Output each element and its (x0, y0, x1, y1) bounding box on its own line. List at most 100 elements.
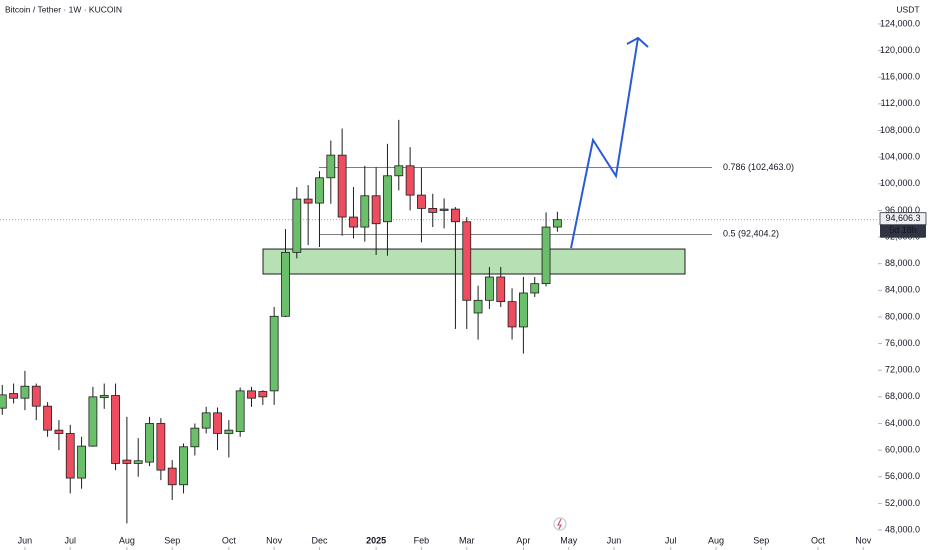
marks (0, 119, 562, 524)
x-tick-label: Oct (811, 535, 826, 545)
candle-body (43, 405, 52, 431)
candle-body (507, 301, 517, 328)
candle-body (519, 292, 528, 328)
candle-body (9, 393, 18, 399)
candle-body (65, 433, 75, 479)
candle-body (451, 208, 460, 223)
candle-body (247, 390, 256, 399)
candle-body (405, 165, 415, 196)
candle-body (235, 390, 245, 432)
x-tick-label: Sep (164, 535, 180, 545)
y-tick-label: 88,000.0 (885, 258, 920, 268)
candle-body (213, 412, 222, 434)
y-tick-label: 116,000.0 (881, 72, 920, 82)
x-tick-label: Feb (414, 535, 430, 545)
candle-body (473, 299, 483, 314)
y-tick-label: 120,000.0 (880, 45, 920, 55)
fib-label: 0.786 (102,463.0) (723, 162, 794, 172)
y-tick-label: 48,000.0 (885, 524, 920, 534)
candle-body (530, 283, 540, 294)
candle-body (111, 395, 120, 464)
last-price-top (879, 212, 927, 226)
y-axis-label: USDT (896, 4, 919, 14)
candle-body (428, 208, 438, 213)
candle-body (496, 276, 506, 303)
candle-body (383, 175, 392, 223)
support-zone (262, 248, 686, 275)
candle-body (77, 445, 86, 479)
candle-body (99, 395, 109, 398)
candle-body (541, 226, 551, 285)
candle-body (133, 460, 143, 464)
candle-body (349, 216, 358, 228)
candle-body (462, 221, 472, 301)
candle-body (326, 154, 336, 179)
candle-body (122, 459, 132, 464)
candle-body (360, 195, 370, 228)
candle-body (281, 251, 290, 317)
y-tick-label: 56,000.0 (885, 471, 920, 481)
y-tick-label: 104,000.0 (880, 152, 920, 162)
candle-body (292, 198, 302, 253)
chart-title: Bitcoin / Tether · 1W · KUCOIN (5, 4, 122, 14)
y-tick-label: 52,000.0 (885, 498, 920, 508)
y-tick-label: 80,000.0 (885, 311, 920, 321)
x-tick-label: Jun (18, 535, 33, 545)
candle-body (167, 467, 177, 486)
y-tick-label: 68,000.0 (885, 391, 920, 401)
x-tick-label: Apr (516, 535, 530, 545)
candle-body (258, 391, 268, 398)
candle-body (54, 429, 64, 434)
candle-body (552, 219, 562, 228)
candle-body (88, 396, 98, 447)
x-tick-label: Dec (311, 535, 328, 545)
candle-body (20, 385, 30, 399)
x-tick-label: Aug (708, 535, 724, 545)
candle-body (0, 394, 7, 409)
x-tick-label: May (560, 535, 578, 545)
candle-body (417, 194, 426, 209)
x-tick-label: Jun (607, 535, 622, 545)
candle-body (269, 315, 279, 392)
candle-body (303, 198, 313, 204)
x-tick-label: Jul (64, 535, 76, 545)
candle-body (439, 208, 449, 211)
x-tick-label: Mar (459, 535, 475, 545)
y-tick-label: 84,000.0 (885, 285, 920, 295)
watermark-bolt (557, 518, 562, 530)
candle-body (485, 276, 494, 301)
countdown-label: 5d 18h (889, 225, 917, 235)
candle-body (337, 154, 347, 218)
last-price-label: 94,606.3 (885, 213, 920, 223)
x-tick-label: Nov (266, 535, 283, 545)
y-tick-label: 72,000.0 (885, 365, 920, 375)
arrow-head (626, 36, 649, 48)
candle-body (315, 177, 324, 204)
x-tick-label: Aug (119, 535, 135, 545)
projection-arrow (570, 37, 639, 249)
candle-body (179, 446, 188, 486)
x-tick-label: Jul (665, 535, 677, 545)
candle-body (156, 423, 166, 471)
x-tick-label: Nov (855, 535, 872, 545)
x-tick-label: 2025 (366, 535, 386, 545)
y-tick-label: 124,000.0 (880, 18, 920, 28)
candle-body (190, 427, 200, 448)
y-tick-label: 112,000.0 (881, 98, 920, 108)
y-tick-label: 60,000.0 (885, 444, 920, 454)
candle-body (371, 195, 381, 225)
y-tick-label: 76,000.0 (885, 338, 920, 348)
y-tick-label: 64,000.0 (885, 418, 920, 428)
candle-body (224, 429, 234, 434)
y-tick-label: 100,000.0 (880, 178, 920, 188)
candle-body (31, 385, 41, 407)
zone-layer (0, 166, 878, 275)
watermark-logo (553, 517, 567, 531)
x-tick-label: Oct (222, 535, 237, 545)
candle-body (145, 423, 154, 463)
y-tick-label: 108,000.0 (880, 125, 920, 135)
candle-body (201, 412, 211, 429)
y-tick-label: 96,000.0 (885, 205, 920, 215)
